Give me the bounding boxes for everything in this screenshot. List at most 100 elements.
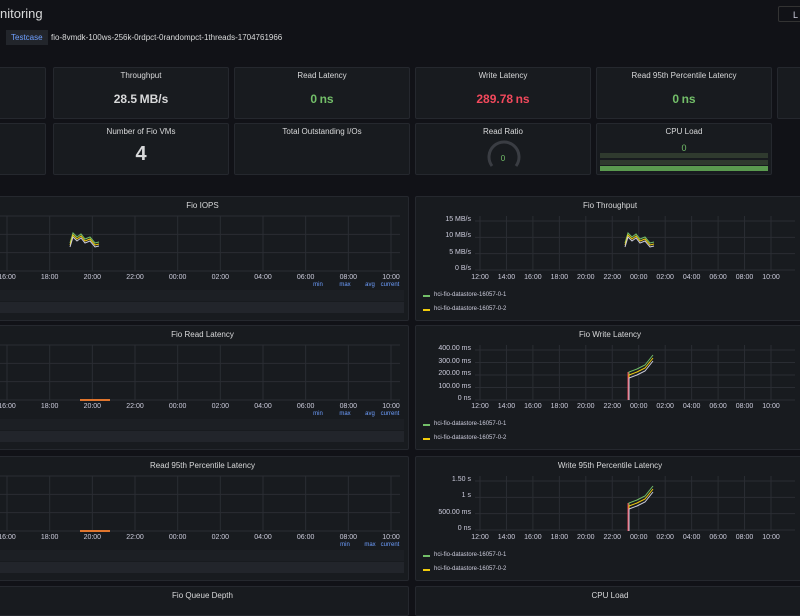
legend-header: current bbox=[380, 542, 400, 548]
stat-title: Throughput bbox=[120, 71, 162, 80]
x-tick-label: 06:00 bbox=[296, 534, 315, 541]
y-tick-label: 300.00 ms bbox=[438, 357, 471, 365]
variable-label: Testcase bbox=[6, 30, 48, 45]
y-tick-label: 400.00 ms bbox=[438, 345, 471, 352]
series-line bbox=[628, 360, 654, 400]
variable-select[interactable]: fio-8vmdk-100ws-256k-0rdpct-0randompct-1… bbox=[51, 33, 283, 42]
series-line bbox=[624, 236, 655, 248]
legend-header: avg bbox=[365, 411, 375, 417]
series-line bbox=[628, 357, 654, 400]
panel bbox=[234, 123, 410, 175]
panel-title: Read 95th Percentile Latency bbox=[150, 461, 255, 470]
x-tick-label: 22:00 bbox=[126, 403, 144, 410]
legend-name: hci-fio-datastore-16057-0-1 bbox=[434, 552, 507, 558]
x-tick-label: 08:00 bbox=[735, 403, 754, 410]
x-tick-label: 04:00 bbox=[682, 274, 701, 281]
x-tick-label: 00:00 bbox=[168, 403, 187, 410]
unit: ns bbox=[515, 92, 530, 106]
legend-header: avg bbox=[365, 282, 375, 288]
x-tick-label: 20:00 bbox=[83, 274, 102, 281]
bar-gauge bbox=[600, 160, 768, 165]
x-tick-label: 16:00 bbox=[524, 274, 542, 281]
unit: ns bbox=[681, 92, 696, 106]
x-tick-label: 06:00 bbox=[709, 274, 727, 281]
x-tick-label: 10:00 bbox=[762, 403, 780, 410]
panel-title: CPU Load bbox=[591, 591, 629, 600]
panel-title: Fio Throughput bbox=[582, 201, 638, 210]
legend-row bbox=[0, 290, 404, 301]
x-tick-label: 04:00 bbox=[682, 534, 701, 541]
panel-title: Fio Read Latency bbox=[171, 330, 234, 339]
stat-title: Total Outstanding I/Os bbox=[282, 127, 362, 136]
value: 0 bbox=[672, 92, 680, 106]
stat-value: 0 ns bbox=[596, 92, 772, 106]
legend-name: hci-fio-datastore-16057-0-2 bbox=[434, 435, 507, 441]
series-line bbox=[628, 491, 654, 531]
y-tick-label: 5 MB/s bbox=[449, 248, 471, 256]
panel bbox=[0, 123, 46, 175]
x-tick-label: 08:00 bbox=[735, 534, 754, 541]
stat-value: 4 bbox=[135, 143, 147, 165]
y-tick-label: 500.00 ms bbox=[438, 508, 471, 516]
value: 289.78 bbox=[476, 92, 514, 106]
panel bbox=[777, 67, 800, 119]
x-tick-label: 02:00 bbox=[656, 403, 674, 410]
panel bbox=[0, 67, 46, 119]
legend-name: hci-fio-datastore-16057-0-2 bbox=[434, 306, 507, 312]
stat-value: 28.5 MB/s bbox=[53, 92, 229, 106]
legend-header: min bbox=[313, 411, 323, 417]
series-line bbox=[69, 236, 100, 248]
panel bbox=[415, 123, 591, 175]
panel-title: Write 95th Percentile Latency bbox=[557, 461, 663, 470]
stat-value: 0 bbox=[500, 154, 506, 163]
x-tick-label: 06:00 bbox=[296, 274, 315, 281]
legend-name: hci-fio-datastore-16057-0-1 bbox=[434, 292, 507, 298]
x-tick-label: 20:00 bbox=[577, 534, 595, 541]
overlay bbox=[0, 140, 795, 573]
panel bbox=[596, 67, 772, 119]
time-picker[interactable]: L bbox=[778, 6, 800, 22]
x-tick-label: 02:00 bbox=[656, 534, 674, 541]
x-tick-label: 18:00 bbox=[550, 534, 569, 541]
x-tick-label: 16:00 bbox=[0, 403, 16, 410]
series-line bbox=[624, 232, 655, 244]
x-tick-label: 10:00 bbox=[382, 274, 400, 281]
x-tick-label: 18:00 bbox=[40, 274, 59, 281]
legend-header: min bbox=[340, 542, 350, 548]
stat-value: 0 bbox=[681, 143, 687, 153]
x-tick-label: 20:00 bbox=[577, 403, 595, 410]
stat-title: Read 95th Percentile Latency bbox=[631, 71, 737, 80]
bar-gauge bbox=[600, 153, 768, 158]
x-tick-label: 12:00 bbox=[471, 274, 489, 281]
x-tick-label: 04:00 bbox=[254, 274, 272, 281]
panel-title: Fio IOPS bbox=[186, 201, 219, 210]
value: 0 bbox=[310, 92, 318, 106]
x-tick-label: 12:00 bbox=[471, 534, 489, 541]
x-tick-label: 00:00 bbox=[629, 274, 648, 281]
y-tick-label: 200.00 ms bbox=[438, 370, 471, 377]
x-tick-label: 06:00 bbox=[709, 534, 727, 541]
unit: ns bbox=[319, 92, 334, 106]
x-tick-label: 22:00 bbox=[126, 534, 144, 541]
bar-gauge bbox=[600, 166, 768, 171]
x-tick-label: 12:00 bbox=[471, 403, 489, 410]
x-tick-label: 16:00 bbox=[524, 403, 542, 410]
series-line bbox=[628, 488, 654, 531]
x-tick-label: 22:00 bbox=[603, 274, 622, 281]
y-tick-label: 0 ns bbox=[457, 395, 471, 402]
x-tick-label: 00:00 bbox=[629, 403, 648, 410]
x-tick-label: 14:00 bbox=[497, 403, 516, 410]
stat-value: 289.78 ns bbox=[415, 92, 591, 106]
value: 28.5 bbox=[113, 92, 138, 106]
legend-row bbox=[0, 431, 404, 442]
x-tick-label: 14:00 bbox=[497, 274, 516, 281]
panel bbox=[415, 67, 591, 119]
x-tick-label: 10:00 bbox=[382, 534, 400, 541]
legend-row bbox=[0, 302, 404, 313]
x-tick-label: 02:00 bbox=[211, 534, 230, 541]
legend-name: hci-fio-datastore-16057-0-1 bbox=[434, 421, 507, 427]
x-tick-label: 22:00 bbox=[603, 534, 622, 541]
y-tick-label: 100.00 ms bbox=[438, 382, 471, 390]
x-tick-label: 06:00 bbox=[709, 403, 727, 410]
x-tick-label: 16:00 bbox=[0, 274, 16, 281]
